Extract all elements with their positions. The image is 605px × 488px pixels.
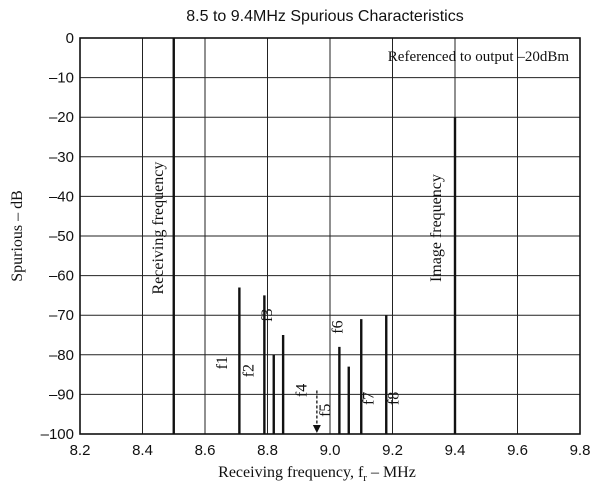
y-tick-label: –60	[49, 268, 74, 285]
spike-label: f5	[317, 404, 334, 417]
spike-label: f6	[330, 320, 347, 333]
y-tick-label: –30	[49, 149, 74, 166]
y-axis-label: Spurious – dB	[9, 190, 26, 282]
x-tick-label: 9.8	[570, 442, 591, 459]
x-axis-label: Receiving frequency, fr – MHz	[218, 464, 416, 484]
y-tick-label: –100	[41, 426, 74, 443]
x-tick-label: 8.8	[257, 442, 278, 459]
frequency-annotation: Image frequency	[428, 174, 445, 282]
x-tick-labels: 8.2 8.4 8.6 8.8 9.0 9.2 9.4 9.6 9.8	[70, 442, 591, 459]
f4-arrow-head	[312, 425, 321, 433]
plot-frame	[79, 37, 581, 435]
spike-label: f4	[294, 384, 311, 397]
spike-series	[172, 38, 457, 434]
chart-title: 8.5 to 9.4MHz Spurious Characteristics	[186, 8, 463, 25]
spike-label: f8	[386, 392, 403, 405]
y-tick-label: –90	[49, 386, 74, 403]
x-axis-label-unit: – MHz	[367, 464, 416, 481]
spike-labels: f1 f2 f3 f4 f5 f6 f7 f8 Receiving frequency Image…	[150, 162, 445, 433]
spike-label: f2	[240, 364, 257, 377]
x-tick-label: 8.4	[132, 442, 153, 459]
x-tick-label: 9.4	[445, 442, 466, 459]
x-tick-label: 8.2	[70, 442, 91, 459]
y-tick-label: –20	[49, 109, 74, 126]
y-tick-label: –10	[49, 70, 74, 87]
x-axis-label-subscript: r	[363, 472, 367, 484]
y-tick-labels: 0 –10 –20 –30 –40 –50 –60 –70 –80 –90 –100	[41, 30, 74, 443]
y-tick-label: 0	[66, 30, 74, 47]
x-tick-label: 9.6	[507, 442, 528, 459]
reference-note: Referenced to output –20dBm	[388, 49, 570, 65]
x-tick-label: 9.2	[382, 442, 403, 459]
y-tick-label: –80	[49, 347, 74, 364]
spike-label: f3	[259, 309, 276, 322]
spike-label: f7	[361, 392, 378, 405]
x-tick-label: 9.0	[320, 442, 341, 459]
y-tick-label: –40	[49, 188, 74, 205]
x-tick-label: 8.6	[195, 442, 216, 459]
spike-label: f1	[214, 356, 231, 369]
y-tick-label: –50	[49, 228, 74, 245]
y-tick-label: –70	[49, 307, 74, 324]
frequency-annotation: Receiving frequency	[150, 162, 167, 295]
x-axis-label-main: Receiving frequency, f	[218, 464, 364, 481]
